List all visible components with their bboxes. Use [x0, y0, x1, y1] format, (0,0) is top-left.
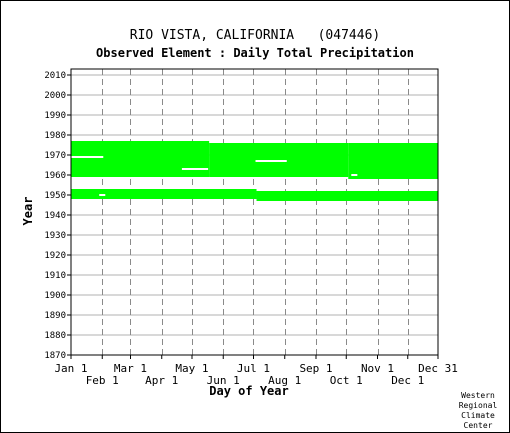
y-tick-label: 1960 — [44, 171, 66, 181]
y-axis-label: Year — [21, 197, 35, 226]
data-block — [256, 191, 438, 201]
y-tick-label: 1920 — [44, 251, 66, 261]
plot-border — [70, 68, 439, 356]
y-tick-label: 1890 — [44, 311, 66, 321]
credit-line: Western — [461, 391, 495, 400]
y-tick-label: 1970 — [44, 151, 66, 161]
data-gap — [71, 156, 104, 158]
y-tick-label: 1990 — [44, 111, 66, 121]
data-gap — [181, 168, 209, 170]
y-tick-label: 1980 — [44, 131, 66, 141]
chart-subtitle: Observed Element : Daily Total Precipita… — [96, 46, 414, 60]
x-tick-label: Sep 1 — [299, 362, 332, 375]
x-tick-label: Jun 1 — [207, 374, 240, 387]
y-tick-label: 1910 — [44, 271, 66, 281]
y-tick-label: 1880 — [44, 331, 66, 341]
data-gaps — [71, 156, 358, 196]
x-tick-label: Dec 1 — [391, 374, 424, 387]
axes — [70, 68, 439, 356]
x-tick-label: Dec 31 — [418, 362, 458, 375]
y-tick-label: 1870 — [44, 351, 66, 361]
data-gap — [351, 174, 358, 176]
x-tick-label: Nov 1 — [361, 362, 394, 375]
data-block — [71, 141, 210, 177]
data-block — [348, 143, 438, 179]
y-tick-label: 1930 — [44, 231, 66, 241]
y-tick-label: 2010 — [44, 71, 66, 81]
x-tick-label: Jan 1 — [54, 362, 87, 375]
y-tick-label: 2000 — [44, 91, 66, 101]
grid — [71, 69, 438, 356]
data-block — [71, 189, 257, 199]
data-blocks — [71, 141, 438, 201]
credit-line: Center — [464, 421, 493, 430]
x-ticks: Jan 1 Mar 1 May 1 Jul 1 Sep 1 Nov 1 Dec 31 Feb … — [54, 355, 458, 387]
x-tick-label: Aug 1 — [268, 374, 301, 387]
x-tick-label: Mar 1 — [114, 362, 147, 375]
x-tick-label: May 1 — [175, 362, 208, 375]
plot-area — [71, 69, 438, 355]
chart-title: RIO VISTA, CALIFORNIA (047446) — [130, 28, 380, 43]
x-axis-label: Day of Year — [209, 384, 288, 398]
x-tick-label: Apr 1 — [145, 374, 178, 387]
y-tick-label: 1940 — [44, 211, 66, 221]
x-tick-label: Oct 1 — [330, 374, 363, 387]
y-ticks: 2010 2000 1990 1980 1970 1960 1950 1940 1930 1920… — [44, 71, 71, 361]
credit-line: Regional — [459, 401, 498, 410]
x-tick-label: Feb 1 — [86, 374, 119, 387]
data-gap — [99, 194, 106, 196]
credit-line: Climate — [461, 411, 495, 420]
data-gap — [255, 160, 287, 162]
plot-background — [71, 69, 438, 355]
y-tick-label: 1950 — [44, 191, 66, 201]
y-tick-label: 1900 — [44, 291, 66, 301]
x-tick-label: Jul 1 — [237, 362, 270, 375]
